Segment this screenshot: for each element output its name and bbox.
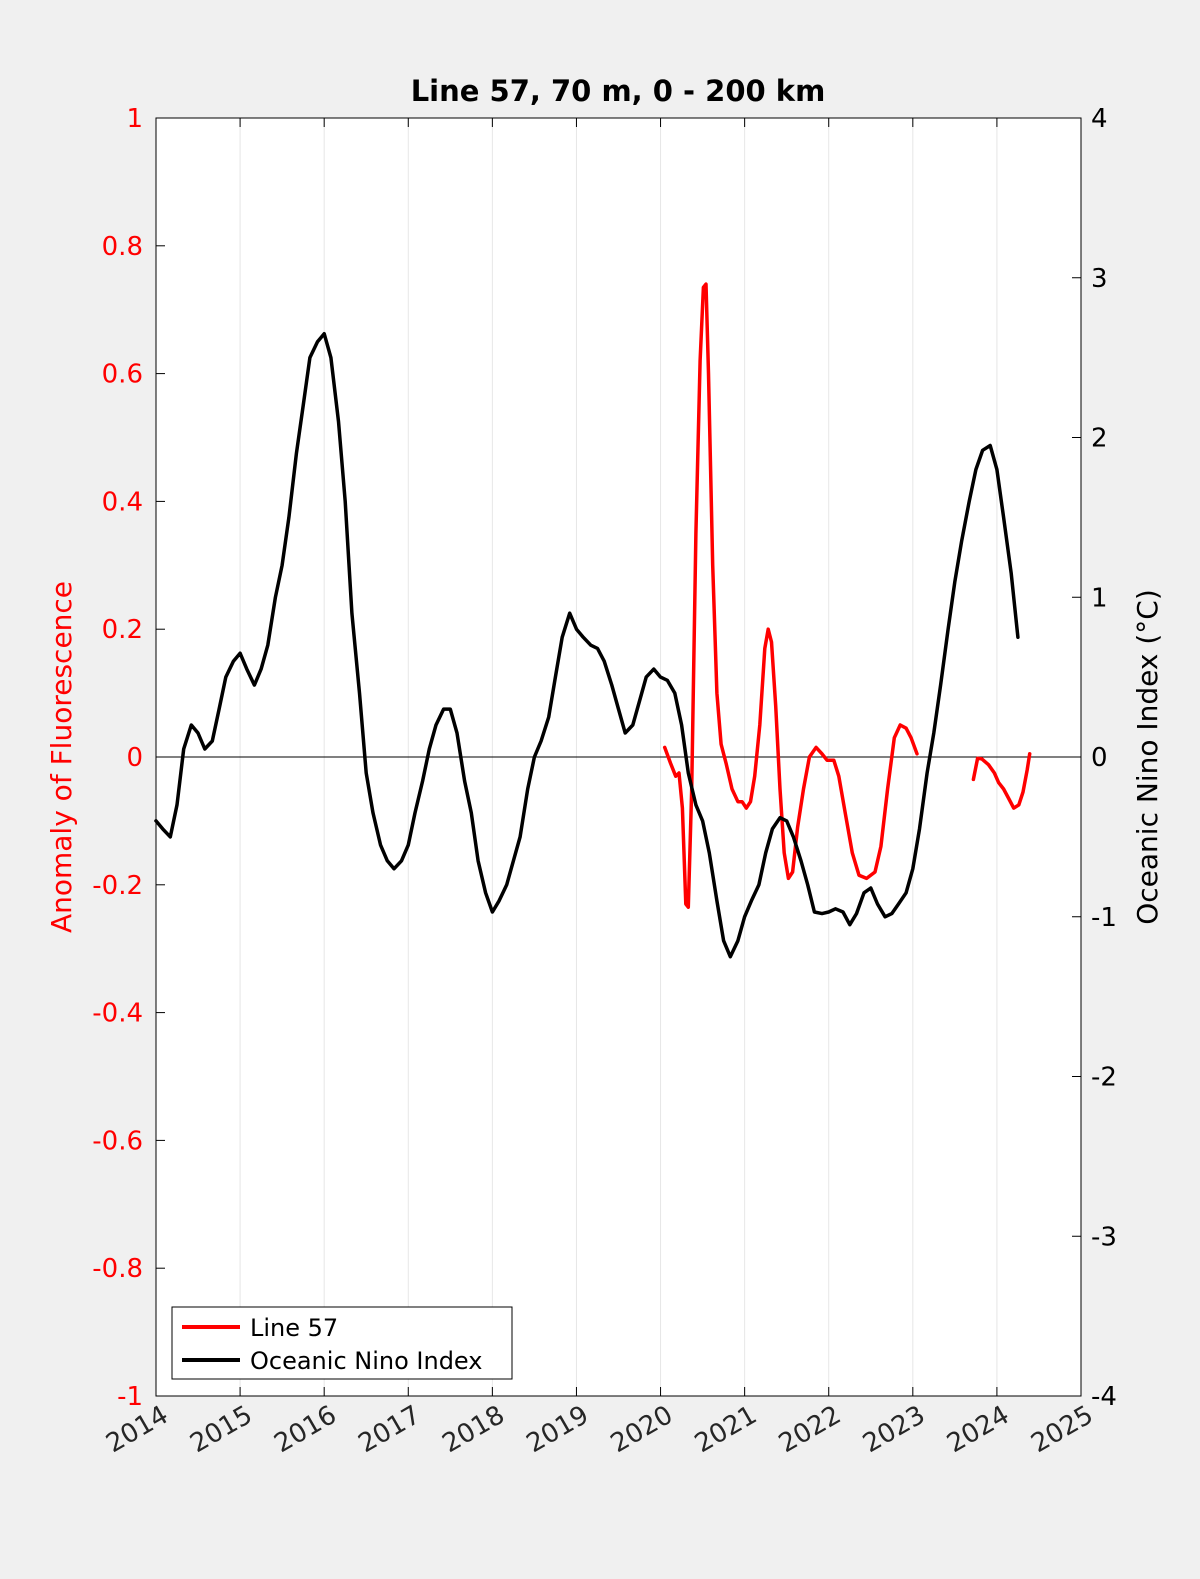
y-left-tick-label: 0 — [126, 743, 143, 773]
y-right-tick-label: 4 — [1091, 104, 1108, 134]
series-layer — [154, 282, 1032, 959]
series-oceanic-nino-index — [154, 331, 1020, 959]
legend: Line 57 Oceanic Nino Index — [171, 1306, 513, 1380]
series-line-segment — [154, 331, 1020, 959]
y-right-tick-label: 1 — [1091, 583, 1108, 613]
y-left-tick-label: -0.8 — [92, 1254, 143, 1284]
y-left-tick-label: 0.8 — [102, 232, 143, 262]
legend-label-oni: Oceanic Nino Index — [250, 1347, 482, 1375]
y-axis-right-label: Oceanic Nino Index (°C) — [1131, 589, 1164, 925]
y-left-tick-label: -0.2 — [92, 871, 143, 901]
legend-label-line57: Line 57 — [250, 1314, 338, 1342]
y-left-tick-label: -1 — [117, 1382, 143, 1412]
y-right-tick-label: -1 — [1091, 903, 1117, 933]
y-right-tick-label: 3 — [1091, 264, 1108, 294]
y-right-tick-label: -3 — [1091, 1222, 1117, 1252]
y-left-tick-label: 0.6 — [102, 360, 143, 390]
series-line-segment — [971, 752, 1032, 810]
x-tick-label: 2019 — [522, 1400, 594, 1459]
x-tick-label: 2024 — [942, 1400, 1014, 1459]
chart-title: Line 57, 70 m, 0 - 200 km — [411, 74, 826, 108]
y-left-tick-label: 0.2 — [102, 615, 143, 645]
y-right-tick-label: 2 — [1091, 424, 1108, 454]
x-tick-label: 2015 — [185, 1400, 257, 1459]
y-right-tick-label: 0 — [1091, 743, 1108, 773]
y-left-tick-label: 1 — [126, 104, 143, 134]
x-tick-label: 2017 — [353, 1400, 425, 1459]
x-tick-label: 2021 — [690, 1400, 762, 1459]
series-line57 — [662, 282, 1032, 909]
x-tick-label: 2018 — [438, 1400, 510, 1459]
x-tick-label: 2016 — [269, 1400, 341, 1459]
y-right-tick-label: -2 — [1091, 1063, 1117, 1093]
y-axis-left-label: Anomaly of Fluorescence — [45, 581, 78, 933]
x-tick-label: 2025 — [1026, 1400, 1098, 1459]
y-left-tick-label: -0.6 — [92, 1126, 143, 1156]
y-left-tick-label: -0.4 — [92, 999, 143, 1029]
series-line-segment — [662, 282, 919, 909]
x-tick-label: 2023 — [858, 1400, 930, 1459]
x-tick-label: 2020 — [606, 1400, 678, 1459]
y-left-tick-label: 0.4 — [102, 487, 143, 517]
x-tick-label: 2022 — [774, 1400, 846, 1459]
legend-box — [171, 1306, 513, 1380]
y-right-tick-label: -4 — [1091, 1382, 1117, 1412]
